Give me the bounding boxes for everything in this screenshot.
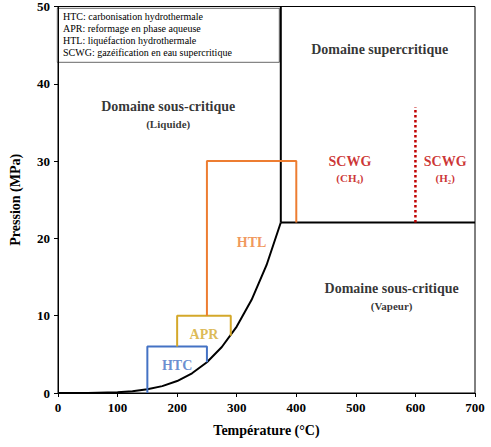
svg-text:40: 40 [37,76,50,91]
svg-text:Température (°C): Température (°C) [213,423,320,439]
svg-text:SCWG: SCWG [329,154,372,169]
svg-text:10: 10 [37,308,50,323]
svg-text:50: 50 [37,0,50,14]
svg-text:APR: APR [190,327,220,342]
svg-text:500: 500 [346,400,366,415]
svg-text:HTC: HTC [162,358,192,373]
svg-text:Pression (MPa): Pression (MPa) [8,153,24,245]
svg-text:HTL: liquéfaction hydrothermal: HTL: liquéfaction hydrothermale [63,35,197,46]
svg-text:(H₂): (H₂) [436,172,456,185]
svg-text:HTL: HTL [237,235,267,250]
svg-text:Domaine sous-critique: Domaine sous-critique [101,99,235,114]
svg-text:200: 200 [167,400,187,415]
svg-text:0: 0 [55,400,62,415]
svg-text:300: 300 [227,400,247,415]
svg-text:SCWG: SCWG [424,154,467,169]
svg-text:APR: reformage en phase aqueus: APR: reformage en phase aqueuse [63,23,201,34]
svg-text:SCWG: gazéification en eau sup: SCWG: gazéification en eau supercritique [63,47,232,58]
svg-text:700: 700 [465,400,485,415]
svg-text:400: 400 [287,400,307,415]
svg-text:0: 0 [44,386,51,401]
svg-text:(Liquide): (Liquide) [146,118,190,131]
svg-text:600: 600 [406,400,426,415]
svg-text:Domaine sous-critique: Domaine sous-critique [325,281,459,296]
svg-text:(Vapeur): (Vapeur) [371,300,413,313]
svg-text:20: 20 [37,231,50,246]
svg-text:30: 30 [37,154,50,169]
svg-text:HTC: carbonisation hydrotherma: HTC: carbonisation hydrothermale [63,11,204,22]
svg-text:Domaine supercritique: Domaine supercritique [311,42,448,57]
svg-text:100: 100 [108,400,128,415]
svg-text:(CH₄): (CH₄) [336,172,363,185]
